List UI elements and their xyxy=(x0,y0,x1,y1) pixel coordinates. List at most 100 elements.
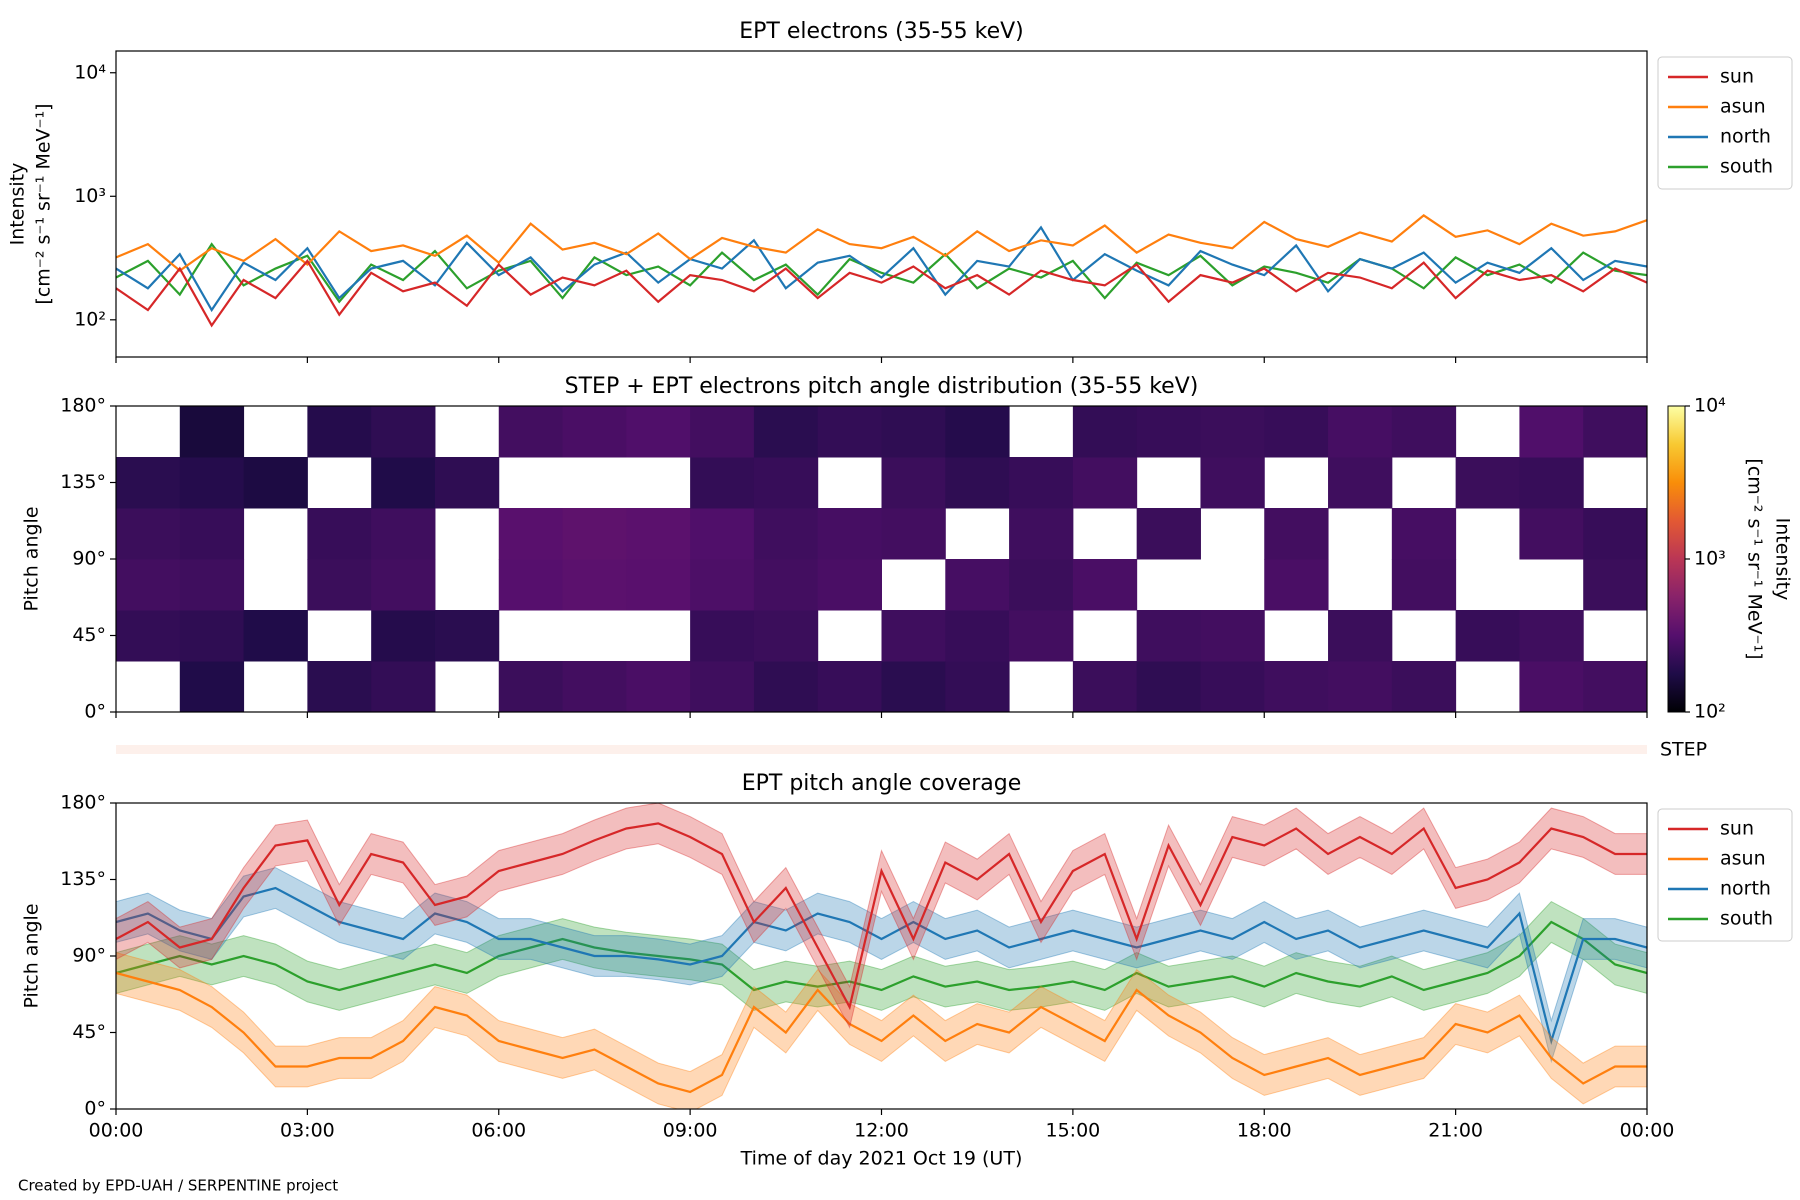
heatmap-cell xyxy=(881,406,946,458)
heatmap-cell xyxy=(1264,406,1329,458)
heatmap-cell xyxy=(1136,610,1201,662)
series-line xyxy=(116,214,1647,273)
heatmap-cell xyxy=(1200,406,1265,458)
heatmap-cell xyxy=(817,661,882,712)
heatmap-cell xyxy=(753,661,819,712)
heatmap-cell xyxy=(1072,661,1138,712)
heatmap-cell xyxy=(945,559,1010,611)
heatmap-cell xyxy=(1519,457,1584,509)
axes-frame xyxy=(115,405,1648,713)
heatmap-cell xyxy=(1583,559,1647,611)
heatmap-cell xyxy=(1583,406,1647,458)
heatmap-cell xyxy=(945,661,1010,712)
heatmap-cell xyxy=(690,457,755,509)
heatmap-cell xyxy=(1328,457,1393,509)
heatmap-cell xyxy=(1391,661,1457,712)
heatmap-cell xyxy=(1072,457,1138,509)
heatmap-cell xyxy=(690,661,755,712)
panel-title: EPT pitch angle coverage xyxy=(742,771,1022,796)
y-tick-label: 10⁴ xyxy=(74,61,106,83)
heatmap-cell xyxy=(1391,508,1457,560)
legend-label: asun xyxy=(1720,96,1766,118)
heatmap-cell xyxy=(1264,661,1329,712)
heatmap-cell xyxy=(371,406,436,458)
x-axis-label: Time of day 2021 Oct 19 (UT) xyxy=(740,1148,1023,1170)
legend-label: north xyxy=(1720,126,1771,148)
y-tick-label: 45° xyxy=(72,1021,106,1043)
heatmap-cell xyxy=(307,559,372,611)
footer: Created by EPD-UAH / SERPENTINE project xyxy=(18,1177,338,1195)
x-tick-label: 21:00 xyxy=(1428,1120,1483,1142)
heatmap-cell xyxy=(626,661,691,712)
heatmap-cell xyxy=(690,559,755,611)
heatmap-cell xyxy=(434,457,500,509)
heatmap-cell xyxy=(1009,610,1074,662)
heatmap-cell xyxy=(179,559,245,611)
uncertainty-band xyxy=(116,803,1647,1029)
heatmap-cell xyxy=(371,559,436,611)
series-line xyxy=(116,971,1647,1094)
heatmap-cell xyxy=(690,508,755,560)
heatmap-cell xyxy=(753,457,819,509)
colorbar-tick-label: 10⁴ xyxy=(1694,395,1726,417)
heatmap-cell xyxy=(1391,406,1457,458)
heatmap-cell xyxy=(945,610,1010,662)
heatmap-cell xyxy=(1519,610,1584,662)
heatmap-cell xyxy=(434,610,500,662)
legend-box xyxy=(1657,56,1793,190)
heatmap-cell xyxy=(753,406,819,458)
heatmap-cell xyxy=(881,661,946,712)
y-tick-label: 90° xyxy=(72,548,106,570)
plot-area xyxy=(116,803,1647,1109)
y-tick-label: 90° xyxy=(72,945,106,967)
series-line xyxy=(116,822,1647,1011)
heatmap-cell xyxy=(1136,406,1201,458)
uncertainty-band xyxy=(116,867,1647,1064)
heatmap-cell xyxy=(1391,559,1457,611)
heatmap-cell xyxy=(179,661,245,712)
step-label: STEP xyxy=(1660,739,1707,761)
legend-box xyxy=(1657,808,1793,942)
colorbar-tick-label: 10² xyxy=(1694,701,1726,723)
heatmap-cell xyxy=(116,610,181,662)
heatmap-cell xyxy=(371,661,436,712)
heatmap-cell xyxy=(179,610,245,662)
heatmap-cell xyxy=(562,406,627,458)
heatmap-cell xyxy=(817,406,882,458)
heatmap-cell xyxy=(881,610,946,662)
y-axis-label: Pitch angle xyxy=(21,903,43,1008)
heatmap-cell xyxy=(753,508,819,560)
legend-label: north xyxy=(1720,878,1771,900)
heatmap-cell xyxy=(881,508,946,560)
heatmap-cell xyxy=(690,610,755,662)
heatmap-cell xyxy=(307,661,372,712)
legend-label: south xyxy=(1720,908,1773,930)
heatmap-cell xyxy=(626,559,691,611)
series-line xyxy=(116,258,1647,328)
x-tick-label: 15:00 xyxy=(1045,1120,1100,1142)
colorbar-label: Intensity xyxy=(1772,518,1794,601)
heatmap-cell xyxy=(1072,559,1138,611)
heatmap-cell xyxy=(498,508,564,560)
uncertainty-band xyxy=(116,952,1647,1109)
heatmap-cell xyxy=(1264,508,1329,560)
heatmap-cell xyxy=(116,457,181,509)
heatmap-cell xyxy=(1455,610,1520,662)
y-tick-label: 135° xyxy=(60,471,106,493)
heatmap-cell xyxy=(179,406,245,458)
heatmap-cell xyxy=(116,559,181,611)
uncertainty-band xyxy=(116,900,1647,1011)
y-tick-label: 45° xyxy=(72,624,106,646)
heatmap-cell xyxy=(1519,406,1584,458)
y-tick-label: 10² xyxy=(74,308,106,330)
heatmap-cell xyxy=(371,610,436,662)
y-tick-label: 180° xyxy=(60,792,106,814)
x-tick-label: 09:00 xyxy=(663,1120,718,1142)
axes-frame xyxy=(115,802,1648,1110)
heatmap-cell xyxy=(243,457,308,509)
heatmap-cell xyxy=(1009,457,1074,509)
panel-title: EPT electrons (35-55 keV) xyxy=(739,19,1024,44)
heatmap-cell xyxy=(1136,661,1201,712)
heatmap-cell xyxy=(690,406,755,458)
